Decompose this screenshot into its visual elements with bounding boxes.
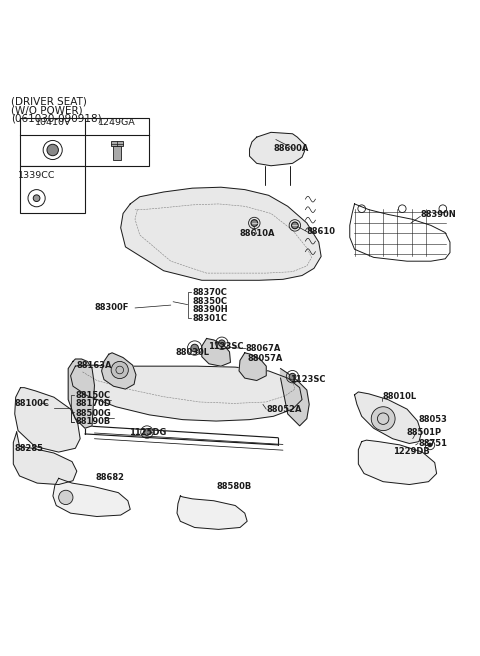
Text: 88170D: 88170D — [75, 399, 111, 408]
Text: 88500G: 88500G — [75, 409, 111, 419]
Polygon shape — [281, 369, 309, 426]
Polygon shape — [120, 187, 321, 280]
Text: (DRIVER SEAT): (DRIVER SEAT) — [11, 96, 87, 106]
Text: (W/O POWER): (W/O POWER) — [11, 105, 83, 115]
Text: 88067A: 88067A — [246, 344, 281, 353]
Text: (061030-090918): (061030-090918) — [11, 113, 102, 124]
Circle shape — [289, 373, 296, 380]
Circle shape — [371, 407, 395, 430]
Bar — [111, 142, 123, 146]
Polygon shape — [177, 496, 247, 529]
Text: 88390N: 88390N — [420, 210, 456, 219]
Text: 88285: 88285 — [15, 443, 44, 453]
Polygon shape — [359, 440, 437, 485]
Text: 88501P: 88501P — [406, 428, 441, 436]
Text: 88610: 88610 — [307, 227, 336, 236]
Text: 88682: 88682 — [96, 473, 125, 482]
Circle shape — [59, 490, 73, 504]
Text: 88751: 88751 — [418, 439, 447, 448]
Circle shape — [33, 195, 40, 201]
Text: 88600A: 88600A — [274, 144, 309, 153]
Circle shape — [144, 428, 150, 436]
Text: 88190B: 88190B — [75, 417, 110, 426]
Text: 88350C: 88350C — [192, 297, 227, 306]
Circle shape — [428, 443, 432, 447]
Polygon shape — [102, 353, 136, 389]
Circle shape — [111, 361, 128, 379]
Polygon shape — [68, 359, 95, 428]
Text: 88150C: 88150C — [75, 391, 110, 400]
Text: 10410V: 10410V — [35, 118, 71, 127]
Text: 88100C: 88100C — [15, 399, 50, 408]
Polygon shape — [53, 478, 130, 516]
Text: 1123SC: 1123SC — [207, 342, 243, 351]
Polygon shape — [250, 133, 304, 166]
Polygon shape — [71, 365, 302, 421]
Text: 88057A: 88057A — [247, 354, 283, 363]
Text: 88300F: 88300F — [95, 304, 129, 312]
Text: 1249GA: 1249GA — [98, 118, 136, 127]
Circle shape — [291, 222, 298, 229]
Text: 88053: 88053 — [418, 415, 447, 424]
Bar — [21, 118, 149, 166]
Polygon shape — [15, 388, 80, 452]
Circle shape — [47, 144, 59, 155]
Text: 1229DB: 1229DB — [393, 447, 430, 456]
Text: 88610A: 88610A — [240, 230, 276, 239]
Text: 88030L: 88030L — [176, 348, 210, 358]
Text: 1125DG: 1125DG — [129, 428, 167, 436]
Circle shape — [191, 344, 199, 352]
Polygon shape — [202, 338, 230, 366]
Text: 88163A: 88163A — [77, 361, 112, 370]
Polygon shape — [355, 392, 421, 443]
Polygon shape — [350, 204, 450, 261]
Text: 88390H: 88390H — [192, 305, 228, 314]
Text: 1339CC: 1339CC — [18, 171, 55, 180]
Bar — [113, 146, 121, 161]
Polygon shape — [239, 353, 266, 380]
Polygon shape — [13, 432, 77, 485]
Text: 88370C: 88370C — [192, 288, 227, 297]
Text: 88301C: 88301C — [192, 314, 227, 323]
Text: 88052A: 88052A — [266, 405, 302, 414]
Text: 88580B: 88580B — [216, 482, 252, 491]
Text: 88010L: 88010L — [382, 392, 416, 401]
Text: 1123SC: 1123SC — [290, 375, 325, 384]
Bar — [21, 166, 85, 213]
Circle shape — [251, 220, 258, 226]
Circle shape — [218, 340, 225, 346]
